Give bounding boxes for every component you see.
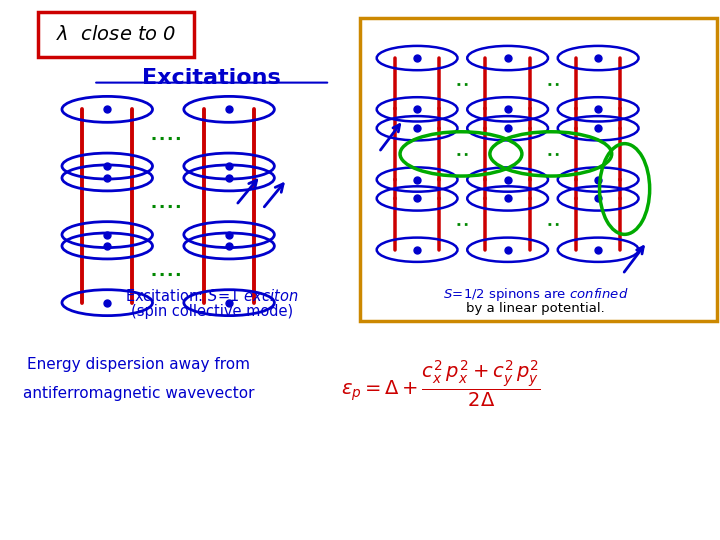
Text: by a linear potential.: by a linear potential. [466, 302, 605, 315]
Text: Excitations: Excitations [143, 68, 281, 89]
Text: antiferromagnetic wavevector: antiferromagnetic wavevector [23, 386, 254, 401]
Bar [360, 18, 716, 321]
Text: $\lambda$  close to 0: $\lambda$ close to 0 [55, 25, 176, 44]
Text: $\varepsilon_p = \Delta + \dfrac{c_x^2\,p_x^2 + c_y^2\,p_y^2}{2\Delta}$: $\varepsilon_p = \Delta + \dfrac{c_x^2\,… [341, 358, 541, 409]
Text: Excitation: $S\!=\!1$ $\mathit{exciton}$: Excitation: $S\!=\!1$ $\mathit{exciton}$ [125, 288, 298, 304]
Bar [37, 12, 194, 57]
Text: (spin collective mode): (spin collective mode) [130, 303, 293, 319]
Text: $S\!=\!1/2$ spinons are $\mathit{confined}$: $S\!=\!1/2$ spinons are $\mathit{confine… [443, 286, 629, 303]
Text: Energy dispersion away from: Energy dispersion away from [27, 357, 250, 372]
